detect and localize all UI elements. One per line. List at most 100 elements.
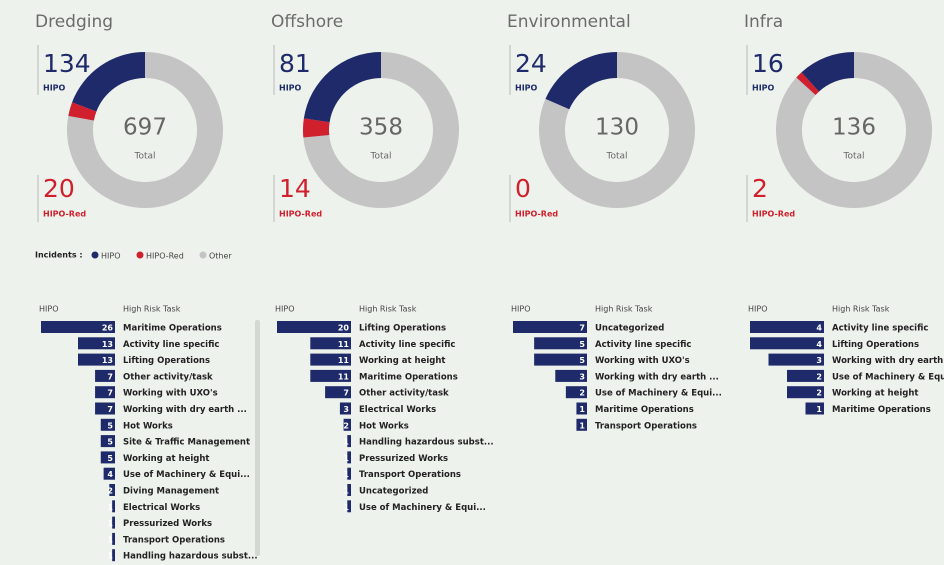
task-name: Pressurized Works xyxy=(123,519,212,529)
task-bar xyxy=(310,337,351,350)
task-value: 5 xyxy=(579,356,585,365)
task-bar xyxy=(95,369,115,382)
task-name: Working at height xyxy=(123,454,209,464)
hipo-count: 134 xyxy=(43,49,91,78)
donut-hipo xyxy=(303,52,381,123)
task-bar xyxy=(100,435,115,448)
red-label: HIPO-Red xyxy=(752,210,795,219)
red-count: 20 xyxy=(43,174,75,203)
red-count: 14 xyxy=(279,174,311,203)
task-value: 1 xyxy=(343,503,349,512)
hipo-count: 24 xyxy=(515,49,547,78)
task-bar xyxy=(325,386,351,399)
task-name: Transport Operations xyxy=(123,535,225,545)
task-value: 11 xyxy=(338,340,350,349)
red-count: 2 xyxy=(752,174,768,203)
hipo-count: 16 xyxy=(752,49,784,78)
task-value: 1 xyxy=(816,405,822,414)
column-header: HIPO xyxy=(39,305,59,314)
task-value: 3 xyxy=(579,372,585,381)
task-value: 1 xyxy=(107,519,113,528)
task-name: Activity line specific xyxy=(123,340,219,350)
task-name: Working with dry earth ... xyxy=(595,372,719,382)
task-value: 20 xyxy=(338,324,350,333)
total-label: Total xyxy=(369,152,391,162)
legend-title: Incidents : xyxy=(35,251,83,260)
column-header: High Risk Task xyxy=(595,305,653,314)
task-bar xyxy=(339,402,351,415)
task-bar xyxy=(565,386,587,399)
total-count: 130 xyxy=(595,115,639,141)
task-name: Site & Traffic Management xyxy=(123,438,250,448)
task-value: 7 xyxy=(107,405,113,414)
panel-title: Offshore xyxy=(271,12,343,32)
task-bar xyxy=(576,418,587,431)
task-value: 13 xyxy=(102,340,113,349)
task-bar xyxy=(555,369,587,382)
task-name: Uncategorized xyxy=(359,487,428,497)
hipo-label: HIPO xyxy=(279,84,302,93)
column-header: HIPO xyxy=(275,305,295,314)
task-bar xyxy=(750,321,824,333)
task-bar xyxy=(78,353,115,366)
task-bar xyxy=(787,386,824,399)
task-bar xyxy=(100,451,115,464)
task-name: Electrical Works xyxy=(359,405,436,415)
task-value: 1 xyxy=(343,454,349,463)
task-bar xyxy=(112,532,115,545)
total-label: Total xyxy=(605,152,627,162)
legend-dot xyxy=(91,251,99,259)
task-name: Maritime Operations xyxy=(832,405,931,415)
task-value: 2 xyxy=(579,389,585,398)
red-label: HIPO-Red xyxy=(43,210,86,219)
task-value: 1 xyxy=(343,438,349,447)
panel-title: Infra xyxy=(744,12,783,32)
legend-dot xyxy=(136,251,144,259)
task-bar xyxy=(534,353,587,366)
legend-item: HIPO-Red xyxy=(146,252,184,261)
task-bar xyxy=(41,321,115,333)
hipo-label: HIPO xyxy=(515,84,538,93)
task-name: Lifting Operations xyxy=(123,356,210,366)
task-value: 13 xyxy=(102,356,113,365)
task-name: Use of Machinery & Equi... xyxy=(359,503,486,513)
task-value: 4 xyxy=(816,324,822,333)
task-value: 1 xyxy=(107,535,113,544)
task-bar xyxy=(513,321,587,333)
task-name: Pressurized Works xyxy=(359,454,448,464)
task-value: 1 xyxy=(107,552,113,561)
task-name: Activity line specific xyxy=(359,340,455,350)
task-value: 26 xyxy=(102,324,114,333)
task-name: Handling hazardous subst... xyxy=(359,438,494,448)
task-bar xyxy=(805,402,824,415)
task-name: Activity line specific xyxy=(595,340,691,350)
task-value: 1 xyxy=(107,503,113,512)
task-value: 7 xyxy=(107,389,113,398)
task-bar xyxy=(347,435,351,448)
donut-hipo xyxy=(801,52,854,92)
column-header: High Risk Task xyxy=(832,305,890,314)
task-value: 3 xyxy=(343,405,349,414)
legend-item: Other xyxy=(209,252,232,261)
task-value: 7 xyxy=(579,324,585,333)
task-value: 2 xyxy=(107,487,113,496)
task-value: 5 xyxy=(579,340,585,349)
donut-hipo xyxy=(72,52,145,112)
task-name: Electrical Works xyxy=(123,503,200,513)
hipo-label: HIPO xyxy=(752,84,775,93)
task-value: 1 xyxy=(343,487,349,496)
hipo-count: 81 xyxy=(279,49,311,78)
task-bar xyxy=(534,337,587,350)
task-bar xyxy=(347,500,351,513)
donut-red xyxy=(68,102,97,121)
task-name: Maritime Operations xyxy=(595,405,694,415)
legend-dot xyxy=(199,251,207,259)
task-name: Working with UXO's xyxy=(123,389,218,399)
task-value: 4 xyxy=(816,340,822,349)
donut-red xyxy=(303,118,330,138)
task-bar xyxy=(100,418,115,431)
task-value: 3 xyxy=(816,356,822,365)
column-header: HIPO xyxy=(748,305,768,314)
task-bar xyxy=(343,418,351,431)
